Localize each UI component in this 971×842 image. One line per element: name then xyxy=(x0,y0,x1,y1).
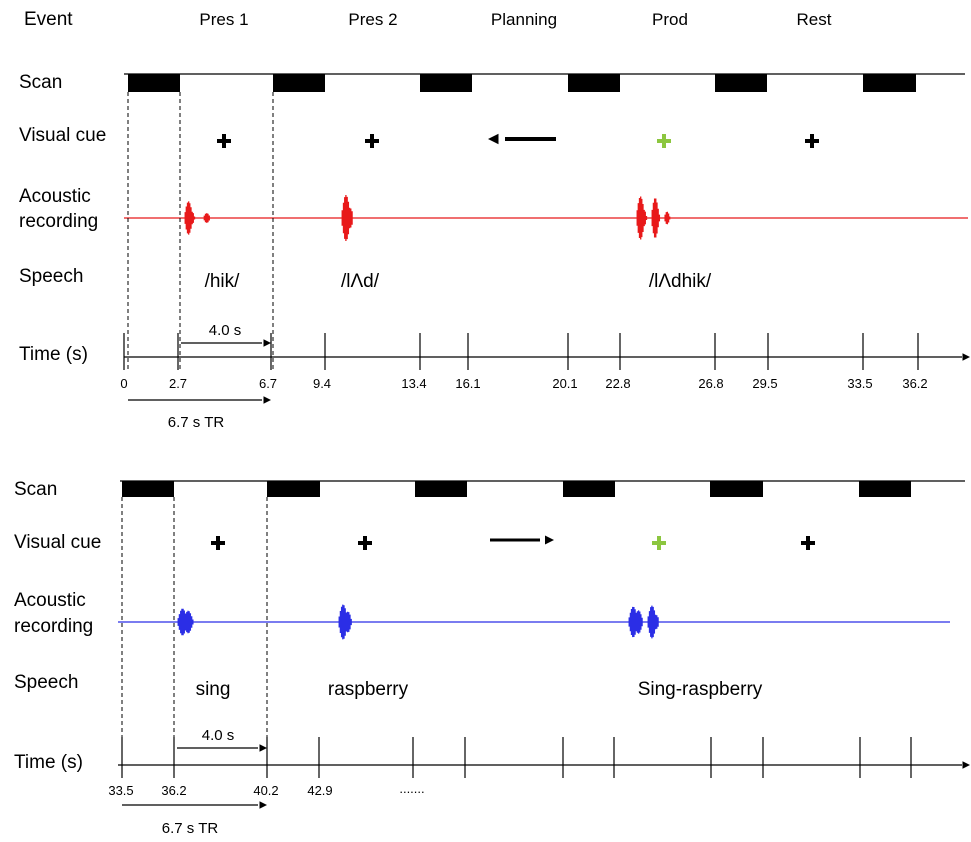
time-tick-label: 2.7 xyxy=(168,376,188,391)
scan-block xyxy=(273,74,325,92)
interval-label: 4.0 s xyxy=(208,322,242,339)
visual-cue-row-label: Visual cue xyxy=(14,532,102,553)
speech-waveform xyxy=(664,211,671,225)
event-prod-label: Prod xyxy=(652,10,688,29)
event-pres2-label: Pres 2 xyxy=(348,10,398,29)
scan-block xyxy=(420,74,472,92)
tr-label: 6.7 s TR xyxy=(161,820,219,837)
scan-block xyxy=(128,74,180,92)
time-tick-label: 33.5 xyxy=(847,376,873,391)
tr-label: 6.7 s TR xyxy=(167,414,225,431)
time-tick-label: 13.4 xyxy=(401,376,427,391)
tr-arrowhead xyxy=(263,396,271,404)
time-tick-label: 33.5 xyxy=(108,783,134,798)
speech-waveform xyxy=(341,195,353,241)
interval-arrowhead xyxy=(259,744,267,752)
acoustic-row-label-line2: recording xyxy=(14,616,94,637)
speech-waveform xyxy=(338,604,352,640)
acoustic-row-label-line1: Acoustic xyxy=(19,186,91,207)
time-row-label: Time (s) xyxy=(19,344,88,365)
time-tick-label: 0 xyxy=(120,376,128,391)
fixation-cross-icon xyxy=(365,134,379,148)
time-tick-label: 22.8 xyxy=(605,376,631,391)
event-header-label: Event xyxy=(24,9,73,30)
time-tick-label: 26.8 xyxy=(698,376,724,391)
tr-arrowhead xyxy=(259,801,267,809)
speech-pres1: /hik/ xyxy=(204,271,240,292)
time-tick-label: 42.9 xyxy=(307,783,333,798)
fixation-cross-icon xyxy=(358,536,372,550)
left-arrow-cue-head xyxy=(488,133,499,145)
scan-block xyxy=(863,74,916,92)
fixation-cross-icon xyxy=(211,536,225,550)
speech-waveform xyxy=(203,213,212,223)
time-tick-label: 6.7 xyxy=(258,376,278,391)
scan-block xyxy=(122,481,174,497)
scan-block xyxy=(715,74,767,92)
scan-row-label: Scan xyxy=(19,72,63,93)
time-tick-label: 9.4 xyxy=(312,376,332,391)
go-cross-icon xyxy=(657,134,671,148)
visual-cue-row-label: Visual cue xyxy=(19,125,107,146)
speech-waveform xyxy=(184,201,196,235)
speech-waveform xyxy=(636,196,648,240)
speech-waveform xyxy=(647,605,659,639)
acoustic-row-label-line2: recording xyxy=(19,211,99,232)
fixation-cross-icon xyxy=(801,536,815,550)
speech-waveform xyxy=(628,606,644,638)
scan-block xyxy=(710,481,763,497)
time-tick-label: 29.5 xyxy=(752,376,778,391)
speech-pres2: raspberry xyxy=(327,679,409,700)
time-axis-arrowhead xyxy=(962,761,970,769)
scan-block xyxy=(859,481,911,497)
time-tick-label: 36.2 xyxy=(902,376,928,391)
speech-waveform xyxy=(177,608,194,636)
scan-block xyxy=(563,481,615,497)
time-axis-arrowhead xyxy=(962,353,970,361)
event-planning-label: Planning xyxy=(490,10,558,29)
ellipsis-label: ....... xyxy=(399,781,425,796)
scan-row-label: Scan xyxy=(14,479,58,500)
acoustic-row-label-line1: Acoustic xyxy=(14,590,86,611)
speech-row-label: Speech xyxy=(14,672,79,693)
scan-block xyxy=(568,74,620,92)
go-cross-icon xyxy=(652,536,666,550)
time-tick-label: 16.1 xyxy=(455,376,481,391)
event-rest-label: Rest xyxy=(796,10,832,29)
time-tick-label: 40.2 xyxy=(253,783,279,798)
scan-block xyxy=(267,481,320,497)
time-tick-label: 20.1 xyxy=(552,376,578,391)
fixation-cross-icon xyxy=(217,134,231,148)
interval-arrowhead xyxy=(263,339,271,347)
time-tick-label: 36.2 xyxy=(161,783,187,798)
event-pres1-label: Pres 1 xyxy=(199,10,249,29)
speech-prod: Sing-raspberry xyxy=(637,679,763,700)
speech-pres1: sing xyxy=(195,679,231,700)
speech-pres2: /lΛd/ xyxy=(340,271,380,292)
speech-waveform xyxy=(651,198,661,238)
scan-block xyxy=(415,481,467,497)
interval-label: 4.0 s xyxy=(201,727,235,744)
speech-prod: /lΛdhik/ xyxy=(648,271,712,292)
time-row-label: Time (s) xyxy=(14,752,83,773)
speech-row-label: Speech xyxy=(19,266,84,287)
fixation-cross-icon xyxy=(805,134,819,148)
right-arrow-cue-head xyxy=(545,535,554,545)
